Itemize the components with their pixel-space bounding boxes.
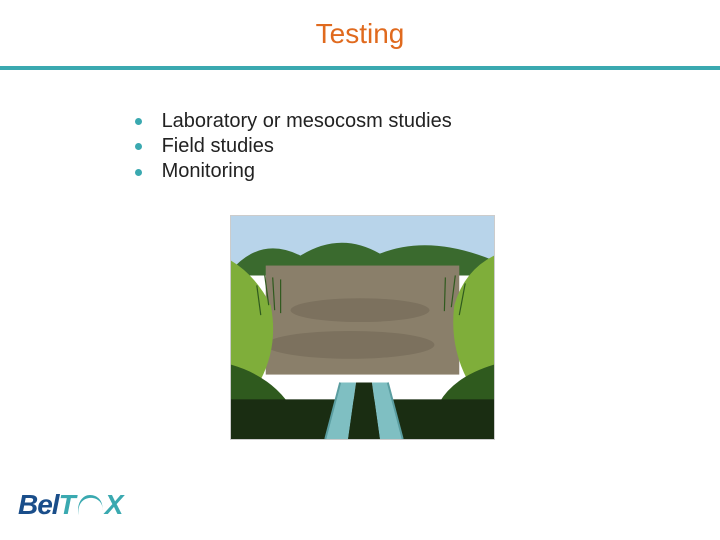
list-item: Field studies [135, 135, 452, 158]
logo-swoosh-icon [75, 493, 105, 526]
bullet-text: Field studies [162, 135, 274, 157]
slide: Testing Laboratory or mesocosm studies F… [0, 0, 720, 540]
logo-bel: Bel [18, 489, 59, 520]
logo-t: T [59, 489, 75, 520]
bullet-dot-icon [135, 118, 142, 125]
bullet-dot-icon [135, 169, 142, 176]
list-item: Monitoring [135, 160, 452, 183]
field-photo [230, 215, 495, 440]
photo-illustration [231, 216, 494, 439]
logo-x: X [105, 489, 123, 520]
list-item: Laboratory or mesocosm studies [135, 110, 452, 133]
bullet-text: Monitoring [162, 161, 255, 183]
bullet-text: Laboratory or mesocosm studies [162, 110, 452, 132]
divider-rule [0, 66, 720, 70]
slide-title: Testing [0, 18, 720, 50]
bullet-dot-icon [135, 143, 142, 150]
bullet-list: Laboratory or mesocosm studies Field stu… [135, 110, 452, 186]
title-text: Testing [316, 18, 405, 49]
beltox-logo: BelT X [18, 489, 122, 526]
